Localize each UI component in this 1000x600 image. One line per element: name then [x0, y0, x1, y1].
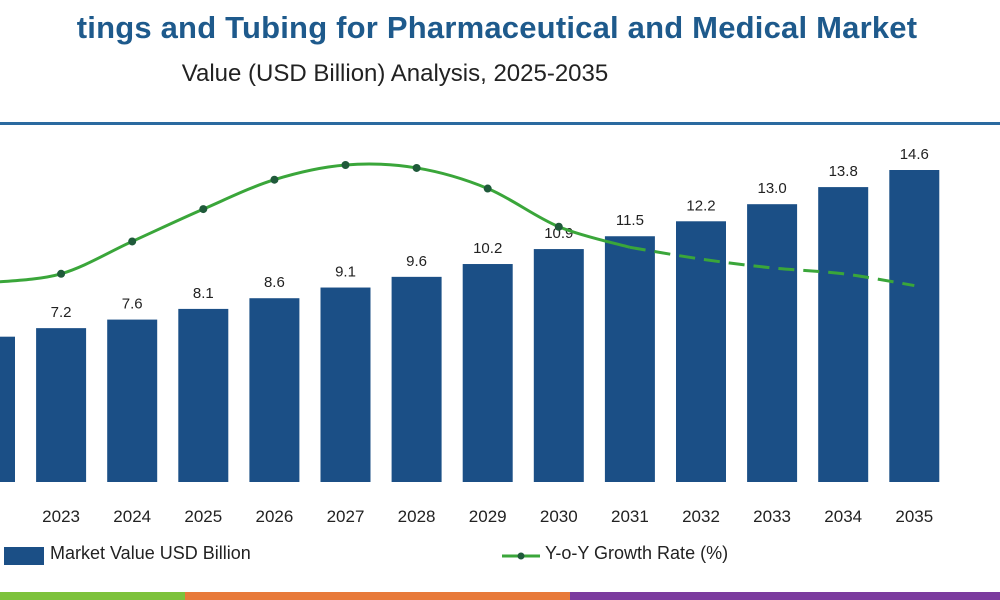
bar-2034: [818, 187, 869, 482]
bar-2023: [36, 328, 87, 482]
legend-bar-swatch: [4, 547, 44, 565]
chart-title: tings and Tubing for Pharmaceutical and …: [76, 10, 918, 45]
footer-strip-orange: [185, 592, 570, 600]
x-tick-label-2027: 2027: [327, 507, 365, 526]
legend-bar-label: Market Value USD Billion: [50, 543, 251, 563]
growth-point-2028: [412, 163, 421, 172]
bar-value-label-2024: 7.6: [122, 296, 143, 313]
chart-subtitle: Value (USD Billion) Analysis, 2025-2035: [181, 60, 609, 87]
bar-2024: [107, 319, 158, 482]
header-divider: [0, 122, 1000, 125]
x-tick-label-2030: 2030: [540, 507, 578, 526]
bar-value-label-2026: 8.6: [264, 274, 285, 291]
bar-2032: [676, 221, 726, 483]
growth-point-2025: [199, 205, 208, 214]
bar-value-label-2027: 9.1: [335, 264, 356, 281]
x-tick-label-2029: 2029: [469, 507, 507, 526]
x-tick-label-2032: 2032: [682, 507, 720, 526]
bar-2031: [604, 236, 655, 482]
bar-value-label-2031: 11.5: [616, 212, 644, 229]
growth-point-2027: [341, 161, 350, 169]
bar-2027: [320, 287, 371, 482]
footer-color-strip: [0, 592, 1000, 600]
bar-value-label-2035: 14.6: [900, 146, 929, 163]
bar-value-label-2023: 7.2: [51, 304, 72, 321]
growth-point-2029: [483, 184, 492, 193]
bar-value-label-2034: 13.8: [829, 163, 858, 180]
legend-line-swatch: [502, 552, 540, 560]
x-tick-label-2028: 2028: [398, 507, 436, 526]
bar-2025: [178, 308, 229, 482]
footer-strip-purple: [570, 592, 1000, 600]
bar-value-label-2025: 8.1: [193, 285, 214, 302]
footer-strip-green: [0, 592, 185, 600]
growth-point-2023: [57, 269, 66, 278]
growth-line-solid: [0, 162, 631, 284]
bar-value-label-2028: 9.6: [406, 253, 427, 270]
bar-2030: [533, 249, 584, 482]
bar-2035: [889, 170, 940, 482]
bar-2028: [391, 276, 442, 482]
legend-line-label: Y-o-Y Growth Rate (%): [545, 543, 729, 563]
bar-value-label-2029: 10.2: [473, 240, 502, 257]
bar-2026: [249, 298, 300, 482]
bar-2029: [462, 264, 513, 482]
growth-point-2030: [554, 222, 563, 231]
bar-value-label-2033: 13.0: [757, 180, 786, 197]
x-tick-label-2031: 2031: [611, 507, 649, 526]
growth-line-dashed: [629, 245, 915, 288]
x-tick-label-2026: 2026: [255, 507, 293, 526]
bar-22: [0, 336, 15, 482]
growth-point-2024: [128, 237, 137, 246]
x-tick-label-2035: 2035: [895, 507, 933, 526]
x-tick-label-2034: 2034: [824, 507, 862, 526]
x-tick-label-2023: 2023: [42, 507, 80, 526]
x-tick-label-2025: 2025: [184, 507, 222, 526]
bar-2033: [747, 204, 798, 483]
x-tick-label-2033: 2033: [753, 507, 791, 526]
growth-point-2026: [270, 175, 279, 184]
bar-value-label-2032: 12.2: [686, 197, 715, 214]
x-tick-label-2024: 2024: [113, 507, 151, 526]
chart-area: 3227.220237.620248.120258.620269.120279.…: [0, 146, 940, 526]
